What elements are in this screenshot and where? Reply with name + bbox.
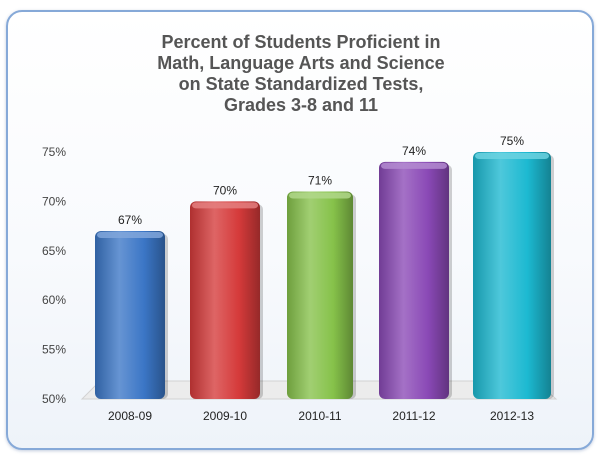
bars: 67% 70% 71% 74% 75% bbox=[95, 134, 554, 399]
bar-2010-11: 71% bbox=[287, 174, 356, 399]
y-tick-label: 60% bbox=[42, 293, 66, 307]
chart-title-line-2: Math, Language Arts and Science bbox=[157, 53, 445, 73]
data-label: 67% bbox=[118, 213, 142, 227]
x-tick-label: 2011-12 bbox=[392, 409, 435, 423]
chart-title-line-3: on State Standardized Tests, bbox=[178, 74, 424, 94]
bar-top bbox=[381, 162, 447, 169]
bar-top bbox=[97, 232, 163, 239]
bar-body bbox=[95, 231, 165, 399]
chart-title-line-4: Grades 3-8 and 11 bbox=[223, 95, 379, 115]
bar-top bbox=[475, 153, 549, 159]
x-tick-label: 2008-09 bbox=[108, 409, 152, 423]
data-label: 75% bbox=[500, 134, 524, 148]
bar-2011-12: 74% bbox=[379, 144, 452, 399]
bar-top bbox=[192, 202, 258, 209]
x-tick-label: 2010-11 bbox=[298, 409, 341, 423]
x-tick-label: 2012-13 bbox=[490, 409, 534, 423]
bar-top bbox=[289, 192, 351, 199]
y-tick-label: 65% bbox=[42, 244, 66, 258]
bar-body bbox=[473, 152, 551, 399]
y-axis: 50% 55% 60% 65% 70% 75% bbox=[42, 145, 66, 406]
bar-2012-13: 75% bbox=[473, 134, 554, 399]
y-tick-label: 55% bbox=[42, 343, 66, 357]
bar-2008-09: 67% bbox=[95, 213, 168, 399]
x-tick-label: 2009-10 bbox=[203, 409, 247, 423]
bar-body bbox=[287, 191, 353, 399]
x-axis: 2008-09 2009-10 2010-11 2011-12 2012-13 bbox=[108, 409, 534, 423]
data-label: 70% bbox=[213, 183, 237, 197]
bar-body bbox=[190, 201, 260, 399]
data-label: 71% bbox=[308, 174, 332, 188]
data-label: 74% bbox=[402, 144, 426, 158]
y-tick-label: 70% bbox=[42, 194, 66, 208]
bar-body bbox=[379, 161, 449, 399]
y-tick-label: 50% bbox=[42, 392, 66, 406]
chart-title: Percent of Students Proficient in Math, … bbox=[0, 32, 602, 116]
chart-title-line-1: Percent of Students Proficient in bbox=[161, 32, 441, 52]
y-tick-label: 75% bbox=[42, 145, 66, 159]
bar-2009-10: 70% bbox=[190, 183, 263, 399]
